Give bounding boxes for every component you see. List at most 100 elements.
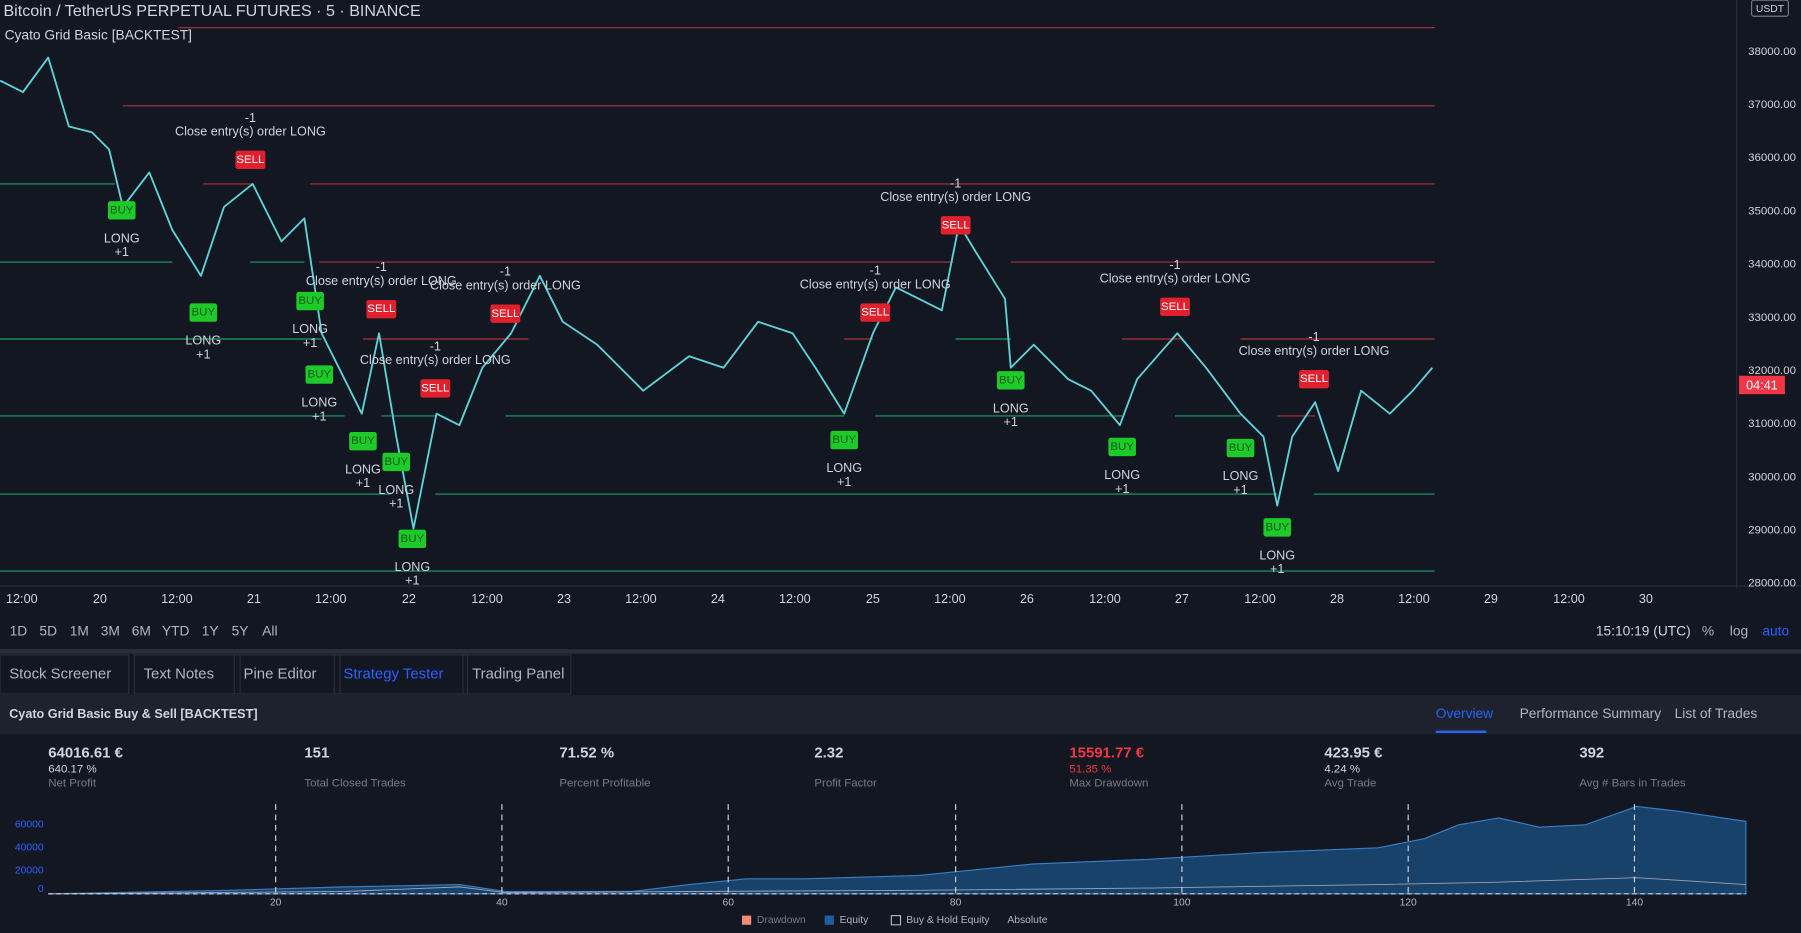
range-button[interactable]: 3M bbox=[101, 624, 120, 639]
sell-badge bbox=[940, 216, 971, 235]
buy-tag: BUY bbox=[298, 295, 322, 307]
signal-note: Close entry(s) order LONG bbox=[306, 274, 457, 288]
time-label: 30 bbox=[1639, 592, 1653, 606]
strategy-header bbox=[0, 695, 1801, 735]
stat-value: 2.32 bbox=[814, 745, 843, 762]
last-price-box bbox=[1738, 375, 1785, 395]
signal-side: LONG bbox=[292, 322, 328, 336]
signal-qty: +1 bbox=[115, 245, 129, 259]
buy-badge bbox=[830, 430, 859, 450]
price-line bbox=[0, 56, 1434, 530]
signal-side: LONG bbox=[993, 401, 1029, 415]
range-button[interactable]: YTD bbox=[162, 624, 190, 639]
view-tab[interactable]: Performance Summary bbox=[1520, 706, 1662, 721]
buy-tag: BUY bbox=[1110, 441, 1134, 453]
buy-tag: BUY bbox=[401, 533, 425, 545]
equity-grid bbox=[275, 804, 1636, 894]
scale-option[interactable]: log bbox=[1730, 624, 1748, 639]
time-label: 12:00 bbox=[471, 592, 503, 606]
price-label: 38000.00 bbox=[1748, 46, 1796, 58]
signal-qty: -1 bbox=[1169, 258, 1180, 272]
symbol-title: Bitcoin / TetherUS PERPETUAL FUTURES · 5… bbox=[3, 2, 421, 20]
time-label: 23 bbox=[557, 592, 571, 606]
grid-levels bbox=[0, 27, 1435, 572]
signal-side: LONG bbox=[826, 461, 862, 475]
equity-x-label: 120 bbox=[1400, 898, 1417, 909]
strategy-name: Cyato Grid Basic Buy & Sell [BACKTEST] bbox=[9, 707, 257, 721]
price-label: 35000.00 bbox=[1748, 205, 1796, 217]
sell-badge bbox=[1160, 297, 1190, 317]
signal-side: LONG bbox=[345, 462, 381, 476]
view-tab[interactable]: Overview bbox=[1436, 706, 1493, 721]
stat-value: 15591.77 € bbox=[1069, 745, 1144, 762]
equity-x-label: 40 bbox=[496, 898, 508, 909]
sell-tag: SELL bbox=[236, 154, 264, 166]
equity-area bbox=[48, 805, 1747, 895]
stat-label: Net Profit bbox=[48, 778, 97, 790]
view-tab[interactable]: List of Trades bbox=[1675, 706, 1758, 721]
tab[interactable]: Stock Screener bbox=[9, 665, 111, 682]
stat-label: Profit Factor bbox=[814, 778, 877, 790]
stat-label: Percent Profitable bbox=[559, 778, 650, 790]
buy-badge bbox=[296, 291, 324, 311]
tab[interactable]: Pine Editor bbox=[244, 665, 317, 682]
equity-y-label: 60000 bbox=[15, 820, 44, 831]
signal-note: Close entry(s) order LONG bbox=[1239, 344, 1390, 358]
scale-option[interactable]: % bbox=[1702, 624, 1714, 639]
stat-value: 151 bbox=[304, 745, 329, 762]
tab-bg bbox=[0, 654, 130, 695]
time-label: 12:00 bbox=[1553, 592, 1585, 606]
sell-badge bbox=[1299, 370, 1329, 389]
legend-label: Buy & Hold Equity bbox=[906, 915, 990, 926]
buy-tag: BUY bbox=[192, 307, 216, 319]
sell-tag: SELL bbox=[491, 308, 519, 320]
legend-label[interactable]: Absolute bbox=[1007, 915, 1047, 926]
sell-tag: SELL bbox=[942, 219, 970, 231]
signal-qty: +1 bbox=[1004, 415, 1018, 429]
signal-qty: +1 bbox=[312, 409, 326, 423]
range-button[interactable]: 1D bbox=[10, 624, 28, 639]
equity-x-label: 140 bbox=[1626, 898, 1643, 909]
signal-note: Close entry(s) order LONG bbox=[360, 353, 511, 367]
scale-option[interactable]: auto bbox=[1762, 624, 1789, 639]
equity-x-label: 100 bbox=[1173, 898, 1190, 909]
buy-tag: BUY bbox=[110, 204, 134, 216]
tab[interactable]: Trading Panel bbox=[472, 665, 564, 682]
range-button[interactable]: 1Y bbox=[202, 624, 219, 639]
signal-qty: -1 bbox=[430, 339, 441, 353]
tab-bg bbox=[133, 654, 241, 695]
stat-sub: 51.35 % bbox=[1069, 764, 1111, 776]
range-button[interactable]: 6M bbox=[132, 624, 151, 639]
stat-value: 392 bbox=[1579, 745, 1604, 762]
range-button[interactable]: 5Y bbox=[232, 624, 249, 639]
signal-side: LONG bbox=[1104, 468, 1140, 482]
tab[interactable]: Text Notes bbox=[144, 665, 215, 682]
legend-swatch bbox=[824, 915, 834, 925]
tab[interactable]: Strategy Tester bbox=[343, 665, 443, 682]
currency: USDT bbox=[1756, 4, 1785, 15]
buy-tag: BUY bbox=[832, 434, 856, 446]
time-label: 12:00 bbox=[161, 592, 193, 606]
divider bbox=[0, 649, 1801, 654]
sell-badge bbox=[490, 304, 521, 323]
signal-side: LONG bbox=[1223, 469, 1259, 483]
signal-qty: -1 bbox=[1308, 330, 1319, 344]
time-label: 21 bbox=[247, 592, 261, 606]
time-label: 27 bbox=[1175, 592, 1189, 606]
range-button[interactable]: 5D bbox=[39, 624, 57, 639]
range-button[interactable]: All bbox=[262, 624, 277, 639]
price-label: 33000.00 bbox=[1748, 312, 1796, 324]
buy-badge bbox=[1263, 518, 1292, 537]
buy-badge bbox=[398, 529, 427, 549]
equity-x-label: 60 bbox=[722, 898, 734, 909]
time-label: 12:00 bbox=[1089, 592, 1121, 606]
sell-badge bbox=[235, 150, 266, 170]
range-button[interactable]: 1M bbox=[70, 624, 89, 639]
stat-value: 71.52 % bbox=[559, 745, 614, 762]
stat-sub: 640.17 % bbox=[48, 764, 96, 776]
signal-qty: +1 bbox=[1115, 482, 1129, 496]
signal-qty: +1 bbox=[837, 475, 851, 489]
stat-value: 423.95 € bbox=[1324, 745, 1383, 762]
